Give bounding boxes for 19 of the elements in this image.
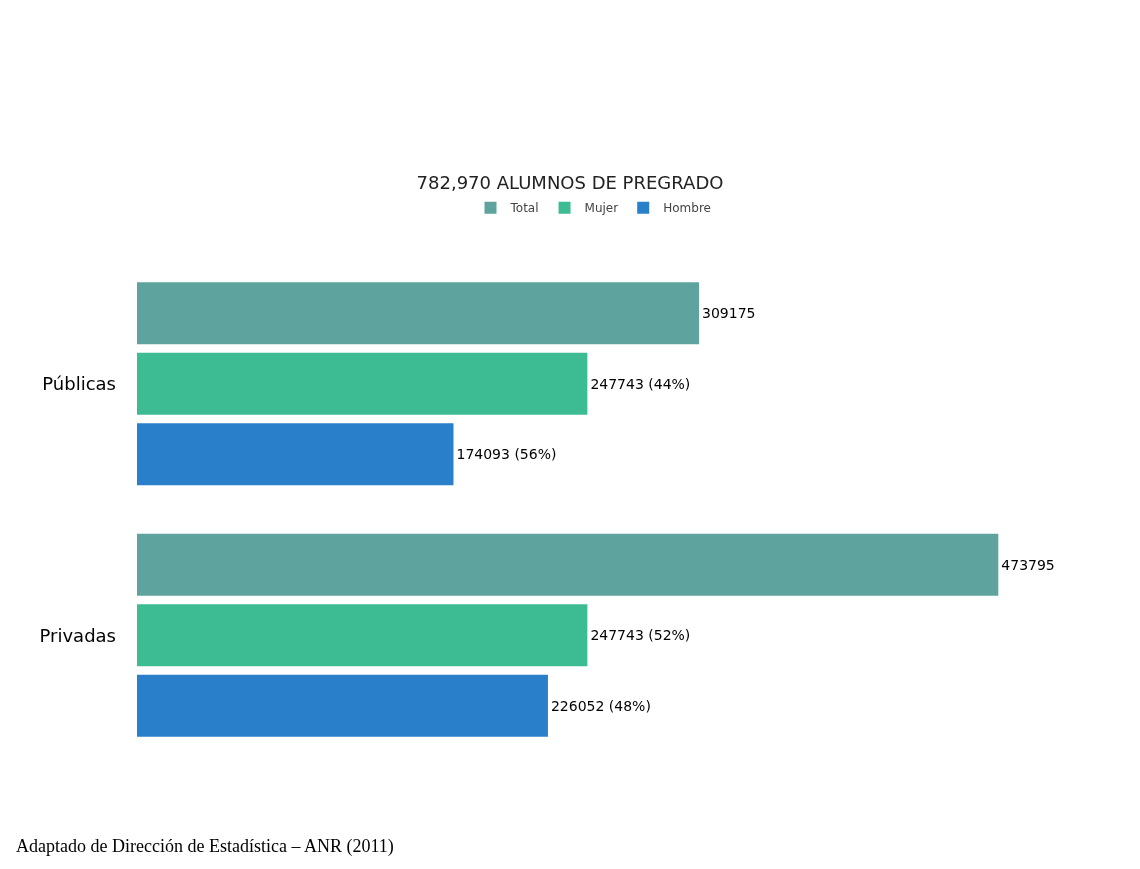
bar (137, 423, 454, 486)
chart-title: 782,970 ALUMNOS DE PREGRADO (416, 171, 724, 193)
y-tick-label: Públicas (42, 373, 116, 395)
legend-label: Total (509, 201, 539, 216)
data-label: 247743 (52%) (590, 627, 691, 644)
text: Adaptado de Dirección de Estadística – ANR (2011) (16, 836, 394, 857)
bar (137, 533, 999, 596)
data-label: 174093 (56%) (456, 446, 557, 463)
data-label: 473795 (1001, 556, 1055, 573)
bar (137, 674, 548, 737)
bar (137, 282, 700, 345)
y-tick-label: Privadas (39, 624, 116, 646)
legend-label: Hombre (663, 201, 711, 216)
data-label: 309175 (702, 305, 756, 322)
data-label: 247743 (44%) (590, 375, 691, 392)
bar (137, 604, 588, 667)
data-label: 226052 (48%) (550, 697, 651, 714)
legend-label: Mujer (584, 201, 619, 216)
bar (137, 352, 588, 415)
